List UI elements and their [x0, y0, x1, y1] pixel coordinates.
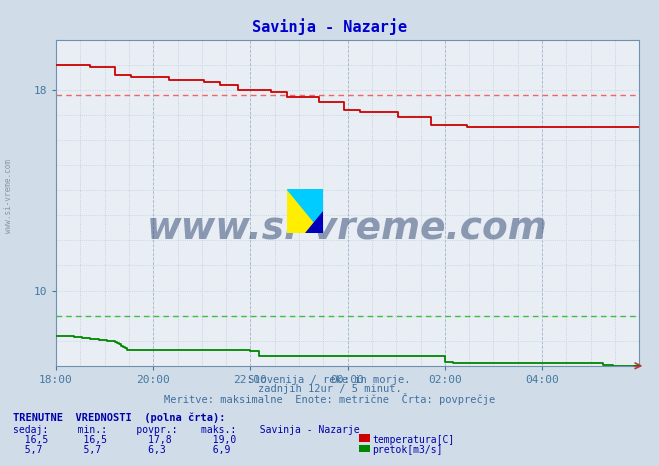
Text: www.si-vreme.com: www.si-vreme.com	[4, 159, 13, 233]
Polygon shape	[304, 211, 323, 233]
Text: pretok[m3/s]: pretok[m3/s]	[372, 445, 443, 455]
Text: Meritve: maksimalne  Enote: metrične  Črta: povprečje: Meritve: maksimalne Enote: metrične Črta…	[164, 393, 495, 405]
Text: Slovenija / reke in morje.: Slovenija / reke in morje.	[248, 375, 411, 384]
Polygon shape	[287, 189, 323, 233]
Text: sedaj:     min.:     povpr.:    maks.:    Savinja - Nazarje: sedaj: min.: povpr.: maks.: Savinja - Na…	[13, 425, 360, 435]
Text: temperatura[C]: temperatura[C]	[372, 435, 455, 445]
Text: 16,5      16,5       17,8       19,0: 16,5 16,5 17,8 19,0	[13, 435, 237, 445]
Text: Savinja - Nazarje: Savinja - Nazarje	[252, 19, 407, 35]
Text: TRENUTNE  VREDNOSTI  (polna črta):: TRENUTNE VREDNOSTI (polna črta):	[13, 412, 225, 423]
Text: zadnjih 12ur / 5 minut.: zadnjih 12ur / 5 minut.	[258, 384, 401, 394]
Text: 5,7       5,7        6,3        6,9: 5,7 5,7 6,3 6,9	[13, 445, 231, 455]
Text: www.si-vreme.com: www.si-vreme.com	[147, 211, 548, 247]
